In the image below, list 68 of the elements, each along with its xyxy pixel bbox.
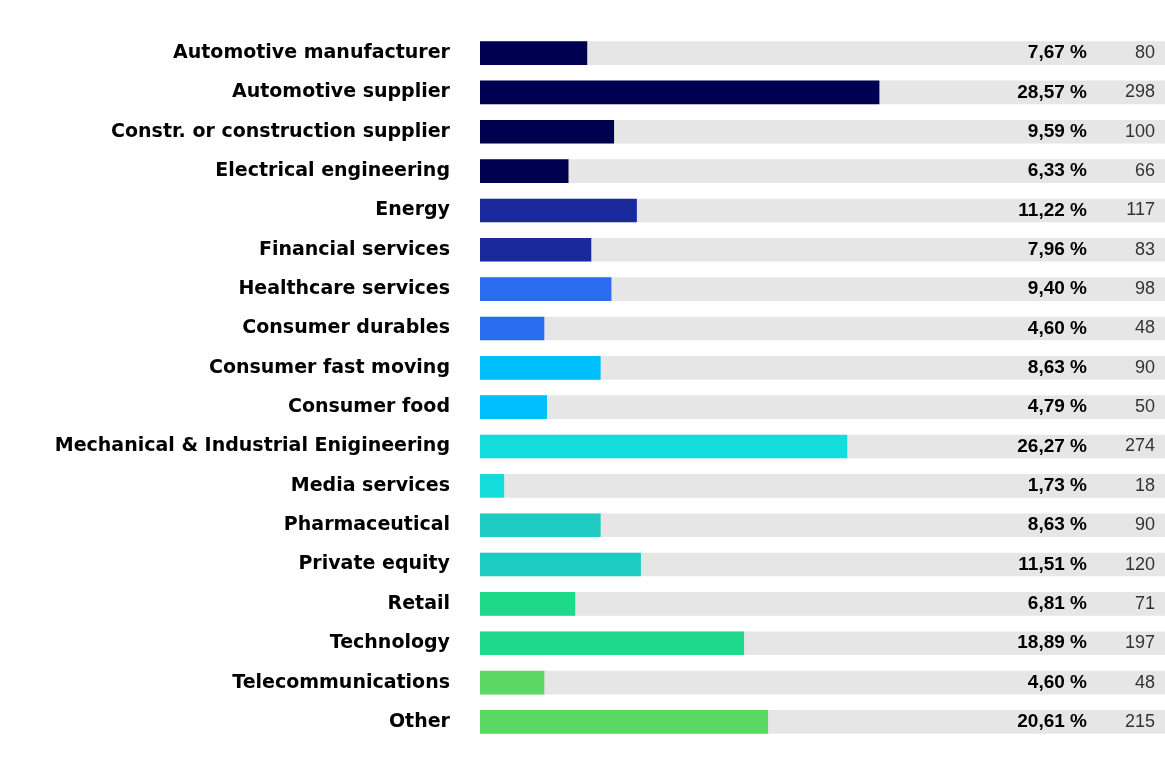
bar bbox=[480, 119, 615, 144]
annotation: 90 bbox=[1134, 356, 1155, 377]
annotation: 90 bbox=[1134, 514, 1155, 535]
bar bbox=[480, 474, 505, 498]
y-tick-label: Energy bbox=[375, 197, 451, 220]
data-label: 4,60 % bbox=[1027, 316, 1088, 338]
annotation: 117 bbox=[1126, 199, 1155, 220]
annotation: 71 bbox=[1134, 592, 1155, 613]
y-tick-label: Automotive manufacturer bbox=[173, 40, 451, 63]
bar bbox=[480, 237, 592, 262]
annotation: 18 bbox=[1134, 474, 1155, 495]
y-tick-label: Telecommunications bbox=[232, 669, 450, 692]
bar bbox=[480, 513, 601, 538]
y-tick-label: Technology bbox=[329, 630, 451, 653]
data-label: 9,40 % bbox=[1027, 277, 1088, 299]
y-tick-label: Financial services bbox=[258, 236, 450, 259]
bar bbox=[480, 198, 637, 223]
annotation: 98 bbox=[1134, 278, 1155, 299]
data-label: 8,63 % bbox=[1027, 513, 1088, 535]
data-label: 4,79 % bbox=[1027, 395, 1088, 417]
annotation: 48 bbox=[1134, 671, 1155, 692]
data-label: 1,73 % bbox=[1027, 474, 1088, 496]
data-label: 18,89 % bbox=[1017, 631, 1088, 653]
annotation: 298 bbox=[1124, 81, 1155, 102]
y-tick-label: Other bbox=[388, 708, 451, 731]
bar bbox=[480, 159, 569, 183]
bar bbox=[480, 670, 545, 695]
y-tick-label: Automotive supplier bbox=[231, 79, 451, 102]
annotation: 100 bbox=[1124, 120, 1155, 141]
annotation: 83 bbox=[1134, 238, 1155, 259]
y-tick-label: Media services bbox=[290, 472, 450, 495]
annotation: 120 bbox=[1124, 553, 1155, 574]
y-tick-label: Electrical engineering bbox=[215, 158, 450, 181]
y-tick-label: Private equity bbox=[298, 551, 451, 574]
annotation: 66 bbox=[1134, 160, 1155, 181]
data-label: 6,33 % bbox=[1027, 159, 1088, 181]
annotation: 80 bbox=[1134, 42, 1155, 63]
bar bbox=[480, 356, 601, 380]
y-tick-label: Pharmaceutical bbox=[283, 512, 450, 535]
annotation: 50 bbox=[1134, 396, 1155, 417]
y-tick-label: Healthcare services bbox=[238, 276, 450, 299]
bar bbox=[480, 552, 641, 577]
annotation: 215 bbox=[1124, 710, 1155, 731]
annotation: 274 bbox=[1124, 435, 1155, 456]
bar bbox=[480, 277, 612, 301]
y-tick-label: Consumer fast moving bbox=[209, 354, 450, 377]
data-label: 7,67 % bbox=[1027, 41, 1088, 63]
data-label: 6,81 % bbox=[1027, 592, 1088, 614]
bar bbox=[480, 395, 547, 419]
bar bbox=[480, 592, 576, 616]
y-tick-label: Mechanical & Industrial Enigineering bbox=[54, 433, 450, 456]
annotation: 48 bbox=[1134, 317, 1155, 338]
bar bbox=[480, 316, 545, 341]
y-tick-label: Consumer durables bbox=[242, 315, 450, 338]
y-tick-label: Constr. or construction supplier bbox=[111, 118, 451, 141]
y-tick-label: Consumer food bbox=[287, 394, 450, 417]
data-label: 4,60 % bbox=[1027, 670, 1088, 692]
data-label: 8,63 % bbox=[1027, 356, 1088, 378]
data-label: 11,22 % bbox=[1018, 198, 1088, 220]
data-label: 9,59 % bbox=[1027, 120, 1088, 141]
data-label: 26,27 % bbox=[1017, 434, 1088, 456]
annotation: 197 bbox=[1124, 632, 1155, 653]
data-label: 20,61 % bbox=[1017, 710, 1088, 732]
y-tick-label: Retail bbox=[387, 590, 450, 613]
data-label: 28,57 % bbox=[1017, 80, 1088, 102]
data-label: 11,51 % bbox=[1018, 552, 1088, 574]
data-label: 7,96 % bbox=[1027, 238, 1088, 260]
bar bbox=[480, 41, 588, 65]
